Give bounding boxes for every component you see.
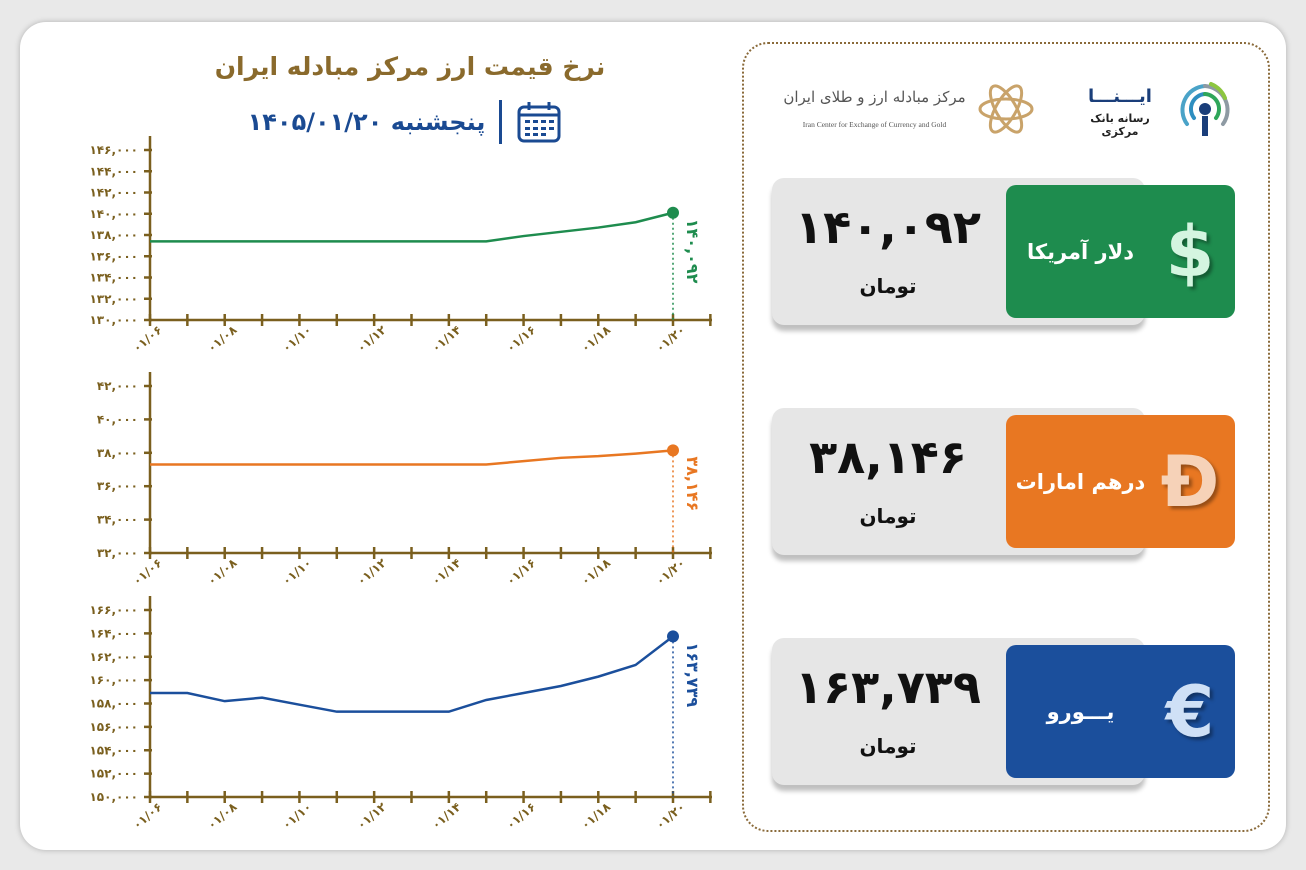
currency-badge: Đ درهم امارات xyxy=(1006,415,1235,548)
currency-name: درهم امارات xyxy=(1015,469,1146,494)
y-tick-label: ۱۵۶,۰۰۰ xyxy=(89,720,138,734)
series-line xyxy=(150,635,674,713)
end-point xyxy=(667,630,679,643)
end-value-label: ۱۴۰,۰۹۲ xyxy=(683,219,702,284)
x-tick-label: ۰۱/۱۶ xyxy=(504,800,539,832)
x-tick-label: ۰۱/۱۴ xyxy=(429,323,464,355)
y-tick-label: ۳۲,۰۰۰ xyxy=(97,546,138,560)
x-tick-label: ۰۱/۱۰ xyxy=(279,800,314,832)
series-line xyxy=(150,449,674,466)
currency-name: دلار آمریکا xyxy=(1026,239,1135,264)
y-tick-label: ۳۴,۰۰۰ xyxy=(97,513,138,527)
x-tick-label: ۰۱/۱۴ xyxy=(429,556,464,588)
line-chart-0: ۱۳۰,۰۰۰ ۱۳۲,۰۰۰ ۱۳۴,۰۰۰ ۱۳۶,۰۰۰ ۱۳۸,۰۰۰ ۱۴۰,۰… xyxy=(89,136,712,355)
x-tick-label: ۰۱/۱۰ xyxy=(279,323,314,355)
y-tick-label: ۱۳۶,۰۰۰ xyxy=(89,249,138,263)
date-row: پنجشنبه ۱۴۰۵/۰۱/۲۰ xyxy=(220,100,590,144)
ina-subtitle: رسانه بانک مرکزی xyxy=(1090,112,1150,138)
star-logo-icon xyxy=(978,84,1034,134)
y-tick-label: ۱۴۲,۰۰۰ xyxy=(89,186,138,200)
x-tick-label: ۰۱/۲۰ xyxy=(653,556,688,588)
price-unit: تومان xyxy=(859,504,917,528)
euro-card: ۱۶۳,۷۳۹ تومان € یـــورو xyxy=(772,638,1235,785)
y-tick-label: ۱۵۲,۰۰۰ xyxy=(89,767,138,781)
dollar-icon: $ xyxy=(1165,210,1215,293)
x-tick-label: ۰۱/۰۸ xyxy=(205,555,240,588)
x-tick-label: ۰۱/۱۶ xyxy=(504,323,539,355)
x-tick-label: ۰۱/۱۴ xyxy=(429,800,464,832)
y-tick-label: ۱۳۲,۰۰۰ xyxy=(89,292,138,306)
x-tick-label: ۰۱/۱۸ xyxy=(578,799,613,832)
line-chart-1: ۳۲,۰۰۰ ۳۴,۰۰۰ ۳۶,۰۰۰ ۳۸,۰۰۰ ۴۰,۰۰۰ ۴۲,۰۰۰ ۰۱/۰… xyxy=(97,372,712,588)
x-tick-label: ۰۱/۱۲ xyxy=(354,555,389,588)
end-point xyxy=(667,206,679,219)
prices-panel xyxy=(742,42,1270,832)
calendar-icon xyxy=(517,102,561,143)
y-tick-label: ۱۴۰,۰۰۰ xyxy=(89,207,138,221)
center-name-en: Iran Center for Exchange of Currency and… xyxy=(802,120,947,129)
y-tick-label: ۴۰,۰۰۰ xyxy=(97,412,138,426)
charts: ۱۳۰,۰۰۰ ۱۳۲,۰۰۰ ۱۳۴,۰۰۰ ۱۳۶,۰۰۰ ۱۳۸,۰۰۰ ۱۴۰,۰… xyxy=(89,136,712,832)
x-tick-label: ۰۱/۱۲ xyxy=(354,322,389,355)
euro-icon: € xyxy=(1165,670,1215,753)
x-tick-label: ۰۱/۱۶ xyxy=(504,556,539,588)
line-chart-2: ۱۵۰,۰۰۰ ۱۵۲,۰۰۰ ۱۵۴,۰۰۰ ۱۵۶,۰۰۰ ۱۵۸,۰۰۰ ۱۶۰,۰… xyxy=(89,596,712,832)
y-tick-label: ۱۶۶,۰۰۰ xyxy=(89,603,138,617)
x-tick-label: ۰۱/۰۶ xyxy=(130,323,165,355)
y-tick-label: ۱۵۴,۰۰۰ xyxy=(89,743,138,757)
y-tick-label: ۳۸,۰۰۰ xyxy=(97,446,138,460)
separator xyxy=(499,100,503,144)
end-value-label: ۳۸,۱۴۶ xyxy=(683,456,702,511)
dollar-card: ۱۴۰,۰۹۲ تومان $ دلار آمریکا xyxy=(772,178,1235,325)
price-unit: تومان xyxy=(859,734,917,758)
ina-logo: ایـــنـــا رسانه بانک مرکزی xyxy=(1070,78,1240,140)
currency-name: یـــورو xyxy=(1046,699,1115,724)
x-tick-label: ۰۱/۰۶ xyxy=(130,556,165,588)
x-tick-label: ۰۱/۱۸ xyxy=(578,322,613,355)
price-unit: تومان xyxy=(859,274,917,298)
x-tick-label: ۰۱/۲۰ xyxy=(653,800,688,832)
x-tick-label: ۰۱/۲۰ xyxy=(653,323,688,355)
x-tick-label: ۰۱/۰۸ xyxy=(205,799,240,832)
y-tick-label: ۱۴۶,۰۰۰ xyxy=(89,143,138,157)
broadcast-logo-icon xyxy=(1180,82,1230,136)
end-point xyxy=(667,444,679,457)
y-tick-label: ۱۶۰,۰۰۰ xyxy=(89,673,138,687)
price-value: ۱۴۰,۰۹۲ xyxy=(795,200,981,254)
y-tick-label: ۱۶۲,۰۰۰ xyxy=(89,650,138,664)
y-tick-label: ۴۲,۰۰۰ xyxy=(97,379,138,393)
x-tick-label: ۰۱/۱۲ xyxy=(354,799,389,832)
ina-title: ایـــنـــا xyxy=(1088,86,1152,107)
y-tick-label: ۱۵۰,۰۰۰ xyxy=(89,790,138,804)
page-title: نرخ قیمت ارز مرکز مبادله ایران xyxy=(214,52,606,81)
currency-badge: $ دلار آمریکا xyxy=(1006,185,1235,318)
series-line xyxy=(150,211,674,243)
date-text: پنجشنبه ۱۴۰۵/۰۱/۲۰ xyxy=(247,108,486,136)
y-tick-label: ۳۶,۰۰۰ xyxy=(97,479,138,493)
price-value: ۱۶۳,۷۳۹ xyxy=(795,660,981,714)
y-tick-label: ۱۳۸,۰۰۰ xyxy=(89,228,138,242)
y-tick-label: ۱۳۰,۰۰۰ xyxy=(89,313,138,327)
y-tick-label: ۱۳۴,۰۰۰ xyxy=(89,271,138,285)
x-tick-label: ۰۱/۱۰ xyxy=(279,556,314,588)
dirham-icon: Đ xyxy=(1160,440,1220,523)
x-tick-label: ۰۱/۰۸ xyxy=(205,322,240,355)
y-tick-label: ۱۴۴,۰۰۰ xyxy=(89,164,138,178)
price-value: ۳۸,۱۴۶ xyxy=(809,430,967,484)
y-tick-label: ۱۶۴,۰۰۰ xyxy=(89,626,138,640)
end-value-label: ۱۶۳,۷۳۹ xyxy=(683,642,702,707)
currency-badge: € یـــورو xyxy=(1006,645,1235,778)
center-name-fa: مرکز مبادله ارز و طلای ایران xyxy=(783,88,966,106)
dirham-card: ۳۸,۱۴۶ تومان Đ درهم امارات xyxy=(772,408,1235,555)
y-tick-label: ۱۵۸,۰۰۰ xyxy=(89,697,138,711)
x-tick-label: ۰۱/۱۸ xyxy=(578,555,613,588)
center-logo: مرکز مبادله ارز و طلای ایران Iran Center… xyxy=(782,80,1034,140)
x-tick-label: ۰۱/۰۶ xyxy=(130,800,165,832)
